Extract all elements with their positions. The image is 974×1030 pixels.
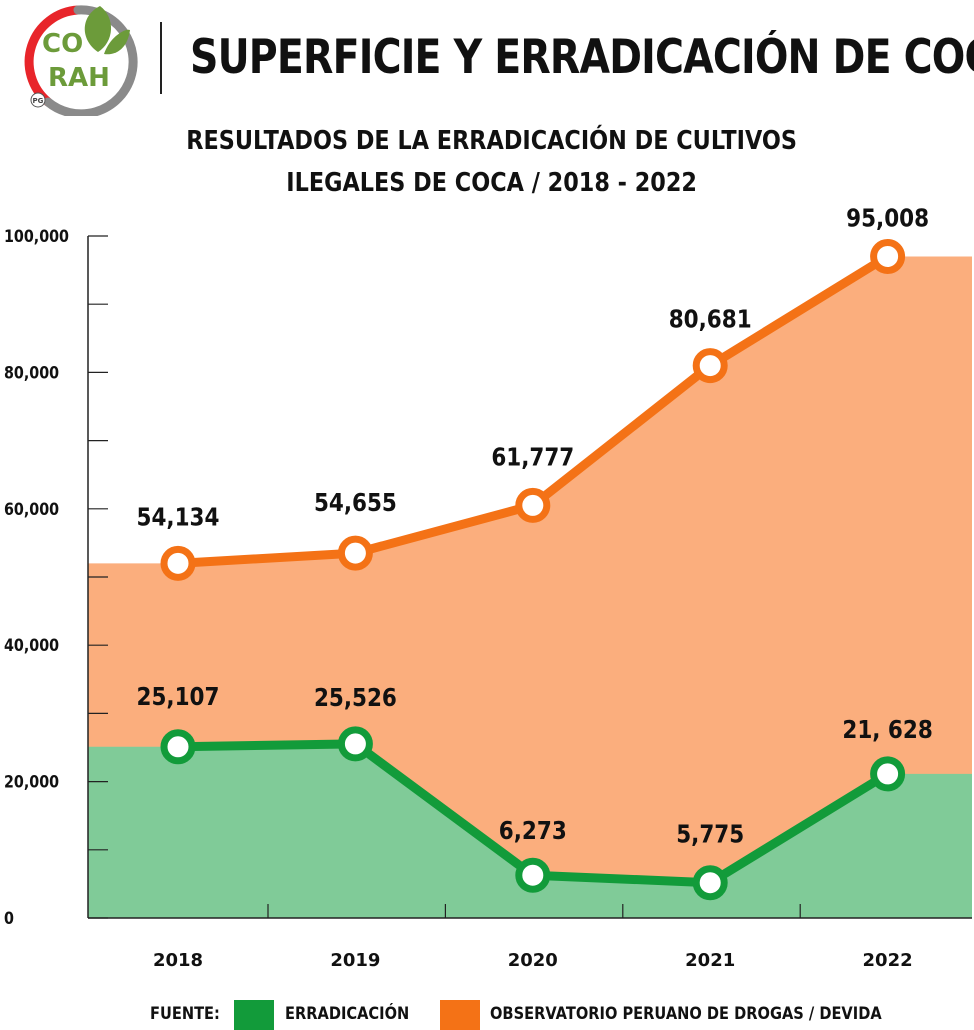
orange-series-data-label: 54,655	[314, 489, 397, 518]
orange-series-data-label: 54,134	[137, 503, 220, 532]
legend-label-green: ERRADICACIÓN	[285, 1004, 410, 1024]
y-tick-label: 40,000	[4, 635, 59, 656]
x-tick-label: 2019	[330, 950, 380, 971]
green-series-data-label: 21, 628	[842, 715, 932, 744]
legend-swatch-green	[234, 1000, 274, 1030]
orange-series-data-label: 80,681	[669, 305, 752, 334]
y-tick-label: 100,000	[4, 226, 69, 247]
x-tick-label: 2022	[863, 950, 913, 971]
orange-series-point	[515, 487, 551, 523]
x-tick-label: 2018	[153, 950, 203, 971]
green-series-data-label: 25,526	[314, 683, 397, 712]
green-area	[88, 743, 972, 918]
legend: FUENTE: ERRADICACIÓN OBSERVATORIO PERUAN…	[0, 1000, 974, 1030]
orange-series-data-label: 95,008	[846, 204, 929, 233]
chart-subtitle-line-1: RESULTADOS DE LA ERRADICACIÓN DE CULTIVO…	[186, 126, 797, 156]
header-divider	[160, 22, 162, 94]
y-tick-label: 20,000	[4, 771, 59, 792]
legend-source-label: FUENTE:	[150, 1004, 220, 1024]
orange-series-data-label: 61,777	[491, 443, 574, 472]
y-tick-label: 80,000	[4, 362, 59, 383]
green-series-point	[160, 729, 196, 765]
green-series-point	[337, 726, 373, 762]
logo-text-bottom: RAH	[48, 63, 110, 93]
green-series-point	[692, 865, 728, 901]
header: CO RAH PG SUPERFICIE Y ERRADICACIÓN DE C…	[0, 0, 974, 118]
green-series-data-label: 6,273	[499, 817, 567, 846]
orange-series-point	[692, 348, 728, 384]
x-tick-label: 2020	[508, 950, 558, 971]
corah-logo: CO RAH PG	[24, 5, 138, 116]
y-tick-label: 60,000	[4, 499, 59, 520]
page-title: SUPERFICIE Y ERRADICACIÓN DE COCA	[190, 30, 974, 85]
legend-swatch-orange	[440, 1000, 480, 1030]
green-series-point	[870, 756, 906, 792]
chart-subtitle-line-2: ILEGALES DE COCA / 2018 - 2022	[286, 168, 697, 198]
green-series-data-label: 25,107	[137, 682, 220, 711]
orange-series-point	[870, 238, 906, 274]
chart: 0 20,000 40,000 60,000 80,000 100,000 2018 2019…	[4, 204, 972, 971]
logo-badge: PG	[33, 97, 44, 105]
x-tick-label: 2021	[685, 950, 735, 971]
legend-label-orange: OBSERVATORIO PERUANO DE DROGAS / DEVIDA	[490, 1004, 882, 1024]
green-series-data-label: 5,775	[676, 820, 744, 849]
y-tick-label: 0	[4, 908, 14, 929]
green-series-point	[515, 857, 551, 893]
logo-text-top: CO	[42, 29, 83, 59]
orange-series-point	[160, 545, 196, 581]
orange-series-point	[337, 535, 373, 571]
